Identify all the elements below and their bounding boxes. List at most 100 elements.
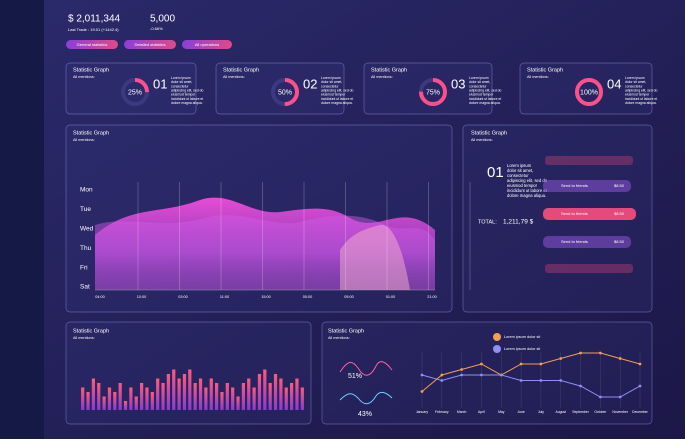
tab-button[interactable]: [66, 40, 118, 49]
label: incididunt ut labore et: [171, 97, 203, 101]
day-label: Wed: [80, 226, 94, 233]
donut-arc: [121, 78, 149, 106]
label: consectetur: [321, 84, 339, 88]
item-text: Send to friends: [561, 239, 588, 244]
label: Lorem ipsum: [321, 76, 341, 80]
bar: [150, 392, 154, 410]
line-point: [618, 357, 622, 360]
label: -0.66%: [150, 26, 163, 31]
label: dolor sit amet,: [625, 80, 646, 84]
label: Statistic Graph: [73, 130, 109, 136]
bar: [231, 387, 235, 410]
bar: [91, 378, 95, 410]
list-item[interactable]: [543, 236, 631, 248]
line-point: [579, 384, 582, 388]
card: [65, 62, 197, 115]
tab-button[interactable]: [182, 40, 232, 49]
month-label: March: [457, 410, 467, 414]
list-item[interactable]: [543, 180, 631, 192]
label: consectetur: [625, 84, 643, 88]
label: consectetur: [469, 84, 487, 88]
label: adipiscing elit, sed do: [625, 88, 658, 92]
donut-arc: [419, 78, 447, 106]
label: All mentions:: [328, 336, 350, 340]
line-point: [579, 351, 582, 355]
time-label: 05:00: [344, 295, 354, 299]
line-point: [539, 362, 543, 366]
label: Lorem ipsum: [469, 76, 489, 80]
month-label: July: [538, 410, 544, 414]
month-label: November: [612, 410, 629, 414]
time-label: 15:00: [261, 295, 271, 299]
list-item[interactable]: [543, 208, 636, 220]
label: TOTAL:: [478, 219, 497, 225]
bar: [209, 378, 213, 410]
month-label: February: [435, 410, 449, 414]
label: dolor sit amet,: [507, 168, 533, 173]
donut-label: 100%: [580, 89, 598, 96]
label: Lorem ipsum: [625, 76, 645, 80]
time-label: 01:00: [386, 295, 396, 299]
label: eiusmod tempor: [469, 93, 494, 97]
month-label: June: [517, 410, 524, 414]
line-point: [638, 362, 642, 366]
bar: [220, 392, 224, 410]
bar: [118, 383, 122, 410]
bar: [247, 378, 251, 410]
label: adipiscing elit, sed do: [469, 88, 502, 92]
line-point: [460, 373, 464, 377]
bar: [198, 378, 203, 410]
label: dolore magna aliqua.: [469, 101, 501, 105]
line-point: [460, 368, 464, 371]
bar: [107, 387, 112, 410]
line-point: [519, 379, 523, 382]
bar: [257, 374, 262, 410]
label: incididunt ut labore et: [625, 97, 657, 101]
label: All mentions:: [223, 75, 245, 79]
month-label: December: [632, 410, 649, 414]
item-price: $8.50: [614, 239, 625, 244]
label: Statistic Graph: [223, 67, 259, 73]
card-number: 04: [607, 76, 621, 91]
item-text: Send to friends: [561, 183, 588, 188]
bar: [129, 387, 133, 410]
month-label: September: [572, 410, 589, 414]
time-label: 03:00: [178, 295, 188, 299]
bar: [279, 378, 283, 410]
bar: [86, 392, 90, 410]
line: [421, 352, 641, 392]
line-point: [519, 362, 523, 366]
label: Statistic Graph: [73, 67, 109, 73]
day-label: Mon: [80, 187, 93, 194]
line-point: [420, 373, 424, 377]
month-label: January: [416, 410, 428, 414]
line-point: [598, 351, 602, 355]
label: All mentions:: [73, 138, 95, 142]
label: 5,000: [150, 14, 175, 25]
label: Last Trade : 19.01 (+1442.4): [68, 27, 119, 32]
line-point: [480, 362, 483, 366]
month-label: April: [478, 410, 485, 414]
label: eiusmod tempor: [321, 93, 346, 97]
tab-label: General statistics: [77, 42, 108, 47]
bar: [172, 369, 176, 410]
tab-button[interactable]: [124, 40, 176, 49]
bar: [225, 383, 229, 410]
item-text: Send to friends: [561, 211, 588, 216]
card: [363, 62, 493, 115]
line-point: [480, 373, 483, 377]
day-label: Tue: [80, 206, 91, 213]
bar: [300, 387, 304, 410]
label: Statistic Graph: [527, 67, 563, 73]
bar: [123, 401, 128, 410]
line-point: [539, 379, 543, 382]
label: eiusmod tempor: [625, 93, 650, 97]
label: dolor sit amet,: [469, 80, 490, 84]
gauge-label: 43%: [358, 411, 372, 418]
card-number: 01: [153, 76, 167, 91]
donut-label: 25%: [128, 89, 142, 96]
line-point: [638, 384, 642, 388]
bar: [268, 383, 272, 410]
tab-label: All operations: [195, 42, 219, 47]
